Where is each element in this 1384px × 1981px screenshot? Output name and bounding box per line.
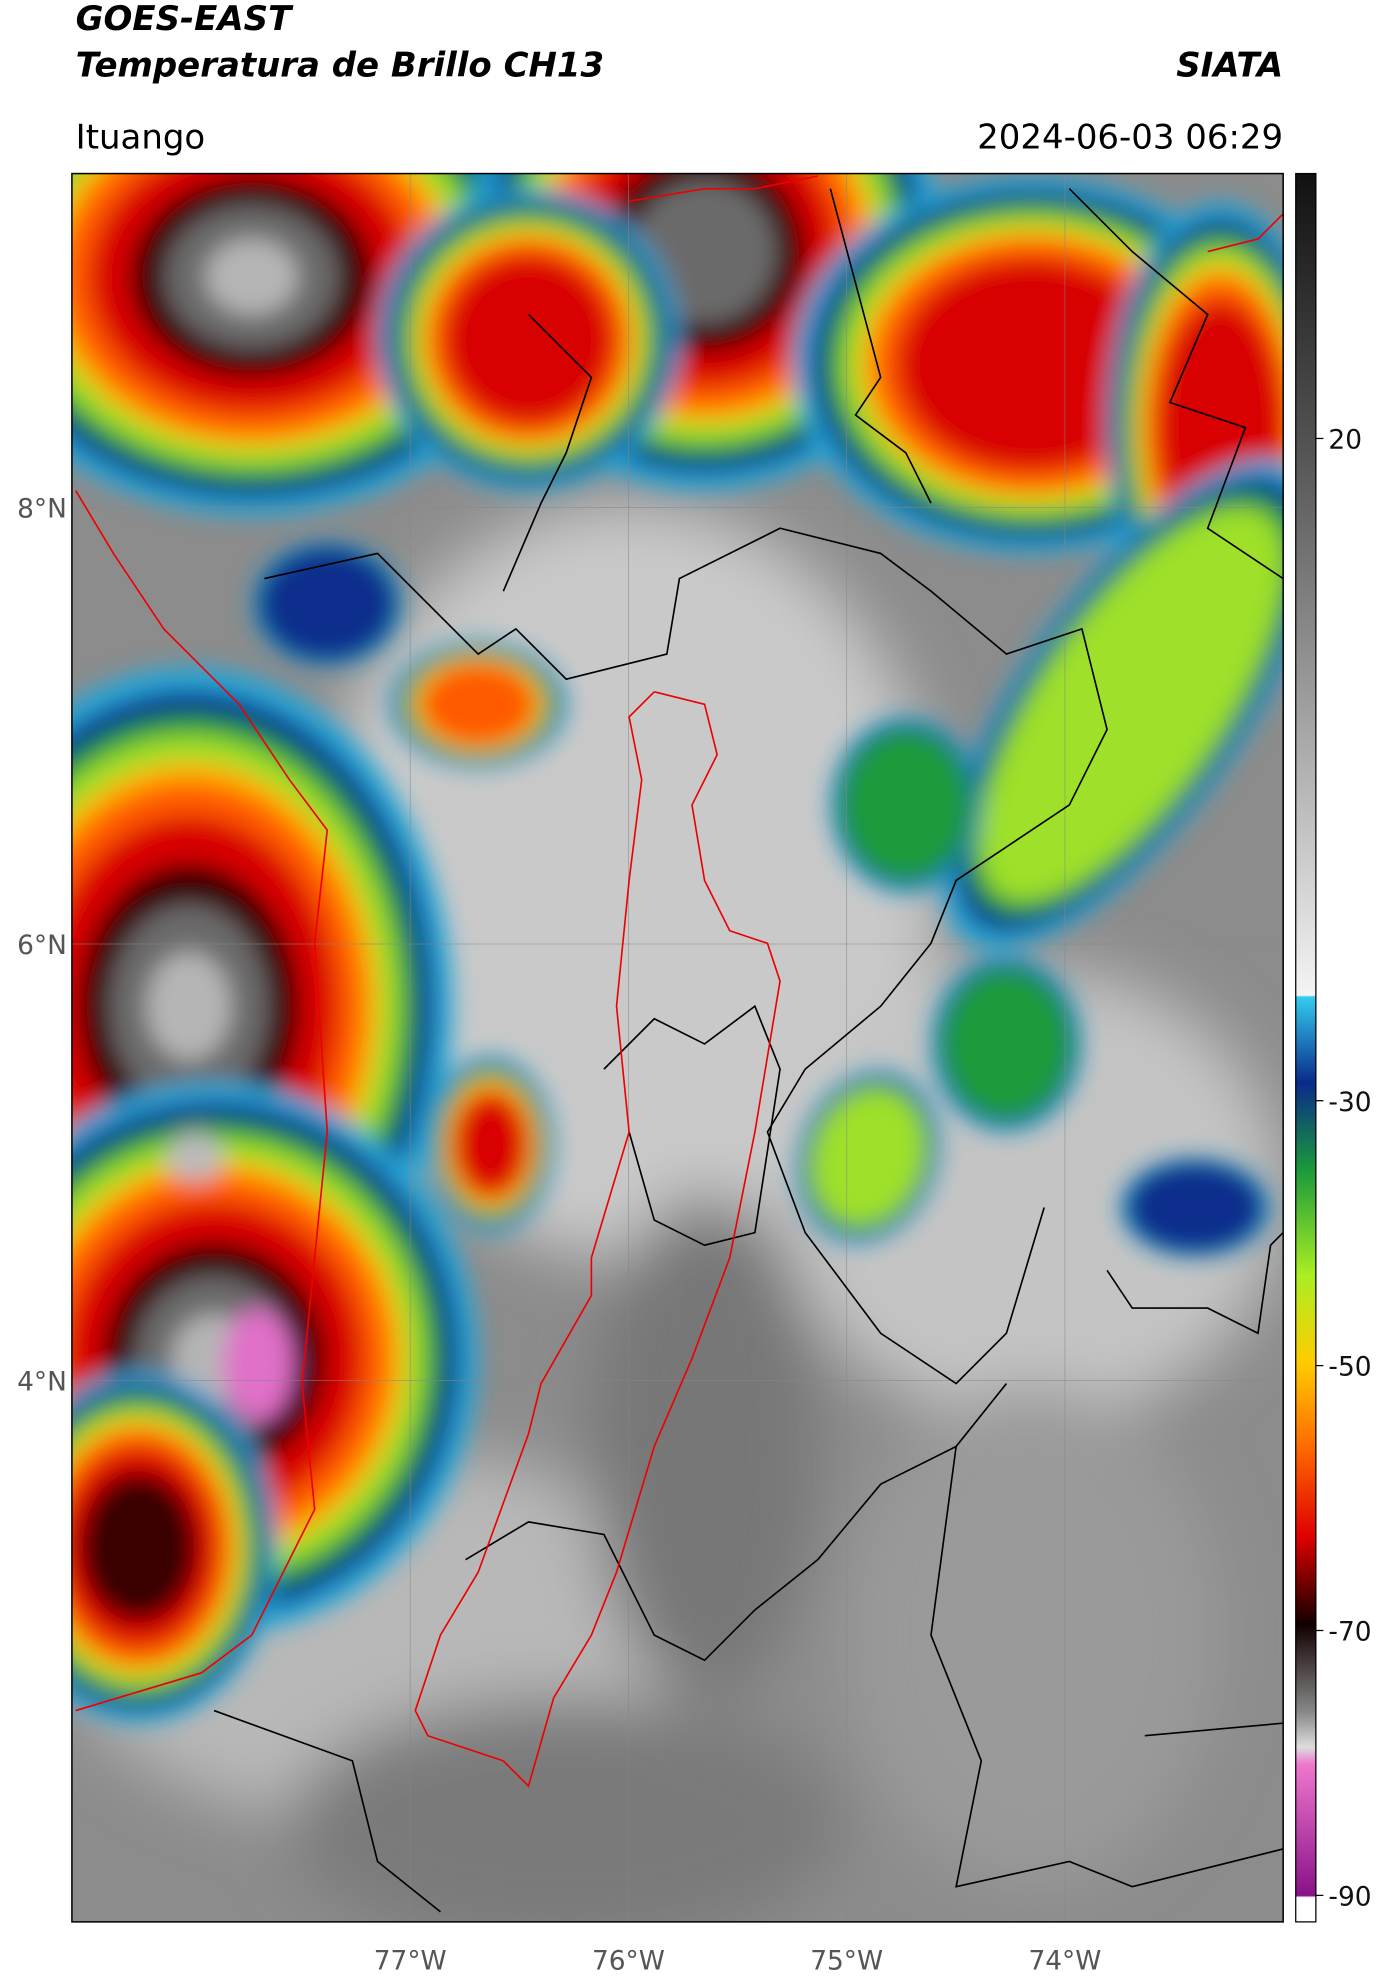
satellite-image <box>71 173 1284 1922</box>
boundaries <box>74 175 1284 1913</box>
subtitle: Temperatura de Brillo CH13 <box>76 46 604 86</box>
colorbar-tick-label: -90 <box>1328 1881 1371 1912</box>
x-tick-label: 76°W <box>592 1946 665 1977</box>
datetime: 2024-06-03 06:29 <box>977 117 1283 157</box>
y-tick-label: 4°N <box>17 1367 67 1398</box>
y-tick-label: 6°N <box>17 930 67 961</box>
x-tick-label: 75°W <box>810 1946 883 1977</box>
map-frame <box>71 172 1284 1923</box>
x-tick-label: 77°W <box>374 1946 447 1977</box>
colorbar-tick-label: -30 <box>1328 1087 1371 1118</box>
colorbar <box>1295 172 1317 1923</box>
colorbar-tick-label: -70 <box>1328 1617 1371 1648</box>
y-tick-label: 8°N <box>17 494 67 525</box>
colorbar-tick-label: -50 <box>1328 1352 1371 1383</box>
title: GOES-EAST <box>76 0 294 39</box>
x-tick-label: 74°W <box>1028 1946 1101 1977</box>
region: Ituango <box>76 117 206 157</box>
colorbar-tick-label: 20 <box>1328 425 1362 456</box>
source: SIATA <box>1176 46 1283 86</box>
